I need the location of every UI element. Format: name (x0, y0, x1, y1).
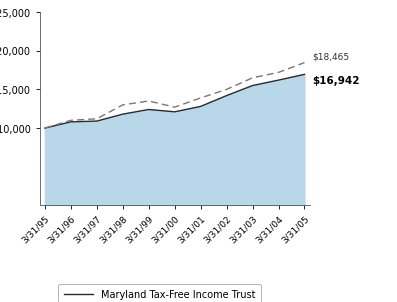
Maryland Tax-Free Income Trust (68, 120, 73, 124)
Lehman Municipal Bond Index (146, 99, 151, 103)
Maryland Tax-Free Income Trust (120, 112, 125, 116)
Lehman Municipal Bond Index (250, 76, 255, 80)
Maryland Tax-Free Income Trust (172, 110, 177, 114)
Maryland Tax-Free Income Trust (224, 94, 229, 97)
Maryland Tax-Free Income Trust (250, 84, 255, 87)
Text: $16,942: $16,942 (312, 76, 360, 86)
Maryland Tax-Free Income Trust (146, 108, 151, 111)
Lehman Municipal Bond Index (94, 117, 99, 120)
Text: $18,465: $18,465 (312, 52, 349, 61)
Line: Lehman Municipal Bond Index: Lehman Municipal Bond Index (45, 63, 304, 128)
Lehman Municipal Bond Index (172, 105, 177, 109)
Lehman Municipal Bond Index (302, 61, 307, 64)
Maryland Tax-Free Income Trust (94, 119, 99, 123)
Maryland Tax-Free Income Trust (302, 72, 307, 76)
Maryland Tax-Free Income Trust (42, 126, 47, 130)
Lehman Municipal Bond Index (198, 96, 203, 100)
Lehman Municipal Bond Index (68, 118, 73, 122)
Maryland Tax-Free Income Trust (276, 78, 281, 82)
Lehman Municipal Bond Index (276, 71, 281, 74)
Maryland Tax-Free Income Trust (198, 104, 203, 108)
Line: Maryland Tax-Free Income Trust: Maryland Tax-Free Income Trust (45, 74, 304, 128)
Lehman Municipal Bond Index (224, 88, 229, 91)
Legend: Maryland Tax-Free Income Trust, Lehman Municipal Bond Index: Maryland Tax-Free Income Trust, Lehman M… (58, 284, 261, 302)
Lehman Municipal Bond Index (120, 103, 125, 107)
Lehman Municipal Bond Index (42, 126, 47, 130)
